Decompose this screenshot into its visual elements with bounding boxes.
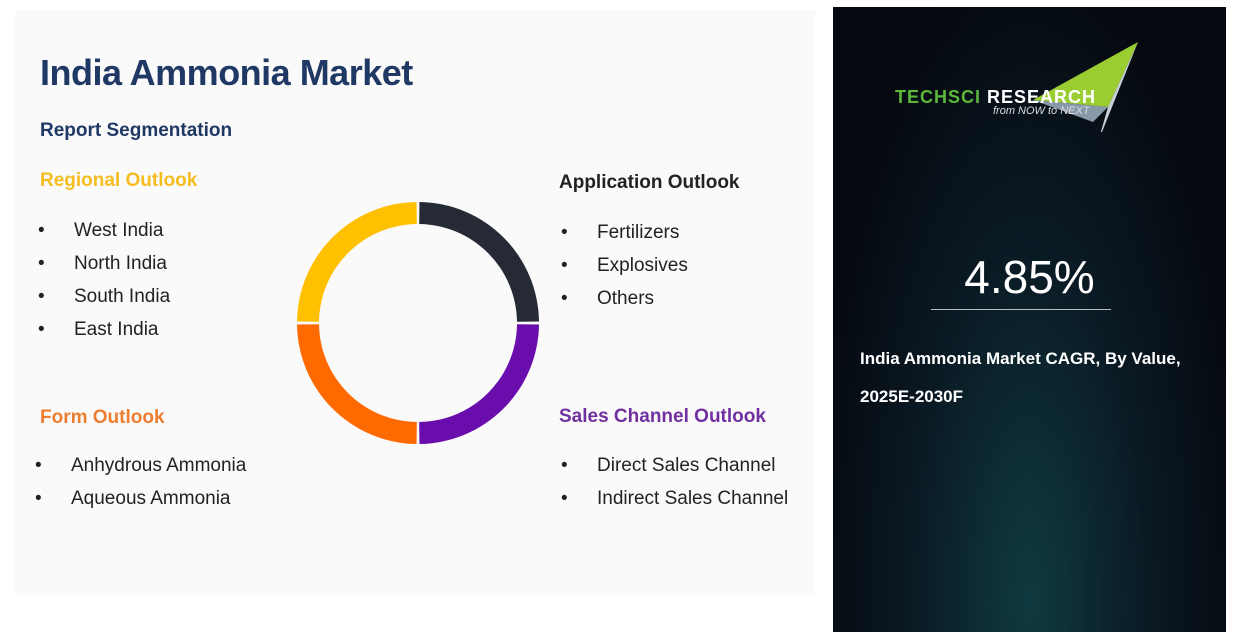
cagr-panel: TECHSCI RESEARCH from NOW to NEXT 4.85% … [833, 7, 1226, 632]
list-item: Others [561, 282, 688, 315]
regional-list: West India North India South India East … [38, 214, 170, 346]
list-item: South India [38, 280, 170, 313]
logo-text: TECHSCI RESEARCH [895, 87, 1097, 107]
list-item: Fertilizers [561, 216, 688, 249]
regional-heading: Regional Outlook [40, 170, 198, 191]
segment-orange [297, 324, 417, 444]
list-item: East India [38, 313, 170, 346]
list-item: Aqueous Ammonia [35, 482, 246, 515]
segment-dark [419, 202, 539, 322]
list-item: Direct Sales Channel [561, 449, 811, 482]
segment-purple [419, 324, 539, 444]
cagr-description: India Ammonia Market CAGR, By Value, 202… [860, 349, 1181, 406]
divider [931, 309, 1111, 310]
logo-tagline: from NOW to NEXT [993, 105, 1090, 117]
list-item: Anhydrous Ammonia [35, 449, 246, 482]
list-item: West India [38, 214, 170, 247]
page-subtitle: Report Segmentation [40, 120, 233, 141]
form-list: Anhydrous Ammonia Aqueous Ammonia [35, 449, 246, 515]
segment-yellow [297, 202, 417, 322]
segment-donut [297, 202, 539, 444]
list-item: North India [38, 247, 170, 280]
sales-list: Direct Sales Channel Indirect Sales Chan… [561, 449, 811, 515]
cagr-value: 4.85% [964, 251, 1095, 303]
application-heading: Application Outlook [559, 172, 740, 193]
application-list: Fertilizers Explosives Others [561, 216, 688, 315]
sales-heading: Sales Channel Outlook [559, 406, 766, 427]
page-title: India Ammonia Market [40, 52, 413, 93]
list-item: Indirect Sales Channel [561, 482, 811, 515]
form-heading: Form Outlook [40, 407, 165, 428]
techsci-logo [1033, 42, 1138, 132]
list-item: Explosives [561, 249, 688, 282]
